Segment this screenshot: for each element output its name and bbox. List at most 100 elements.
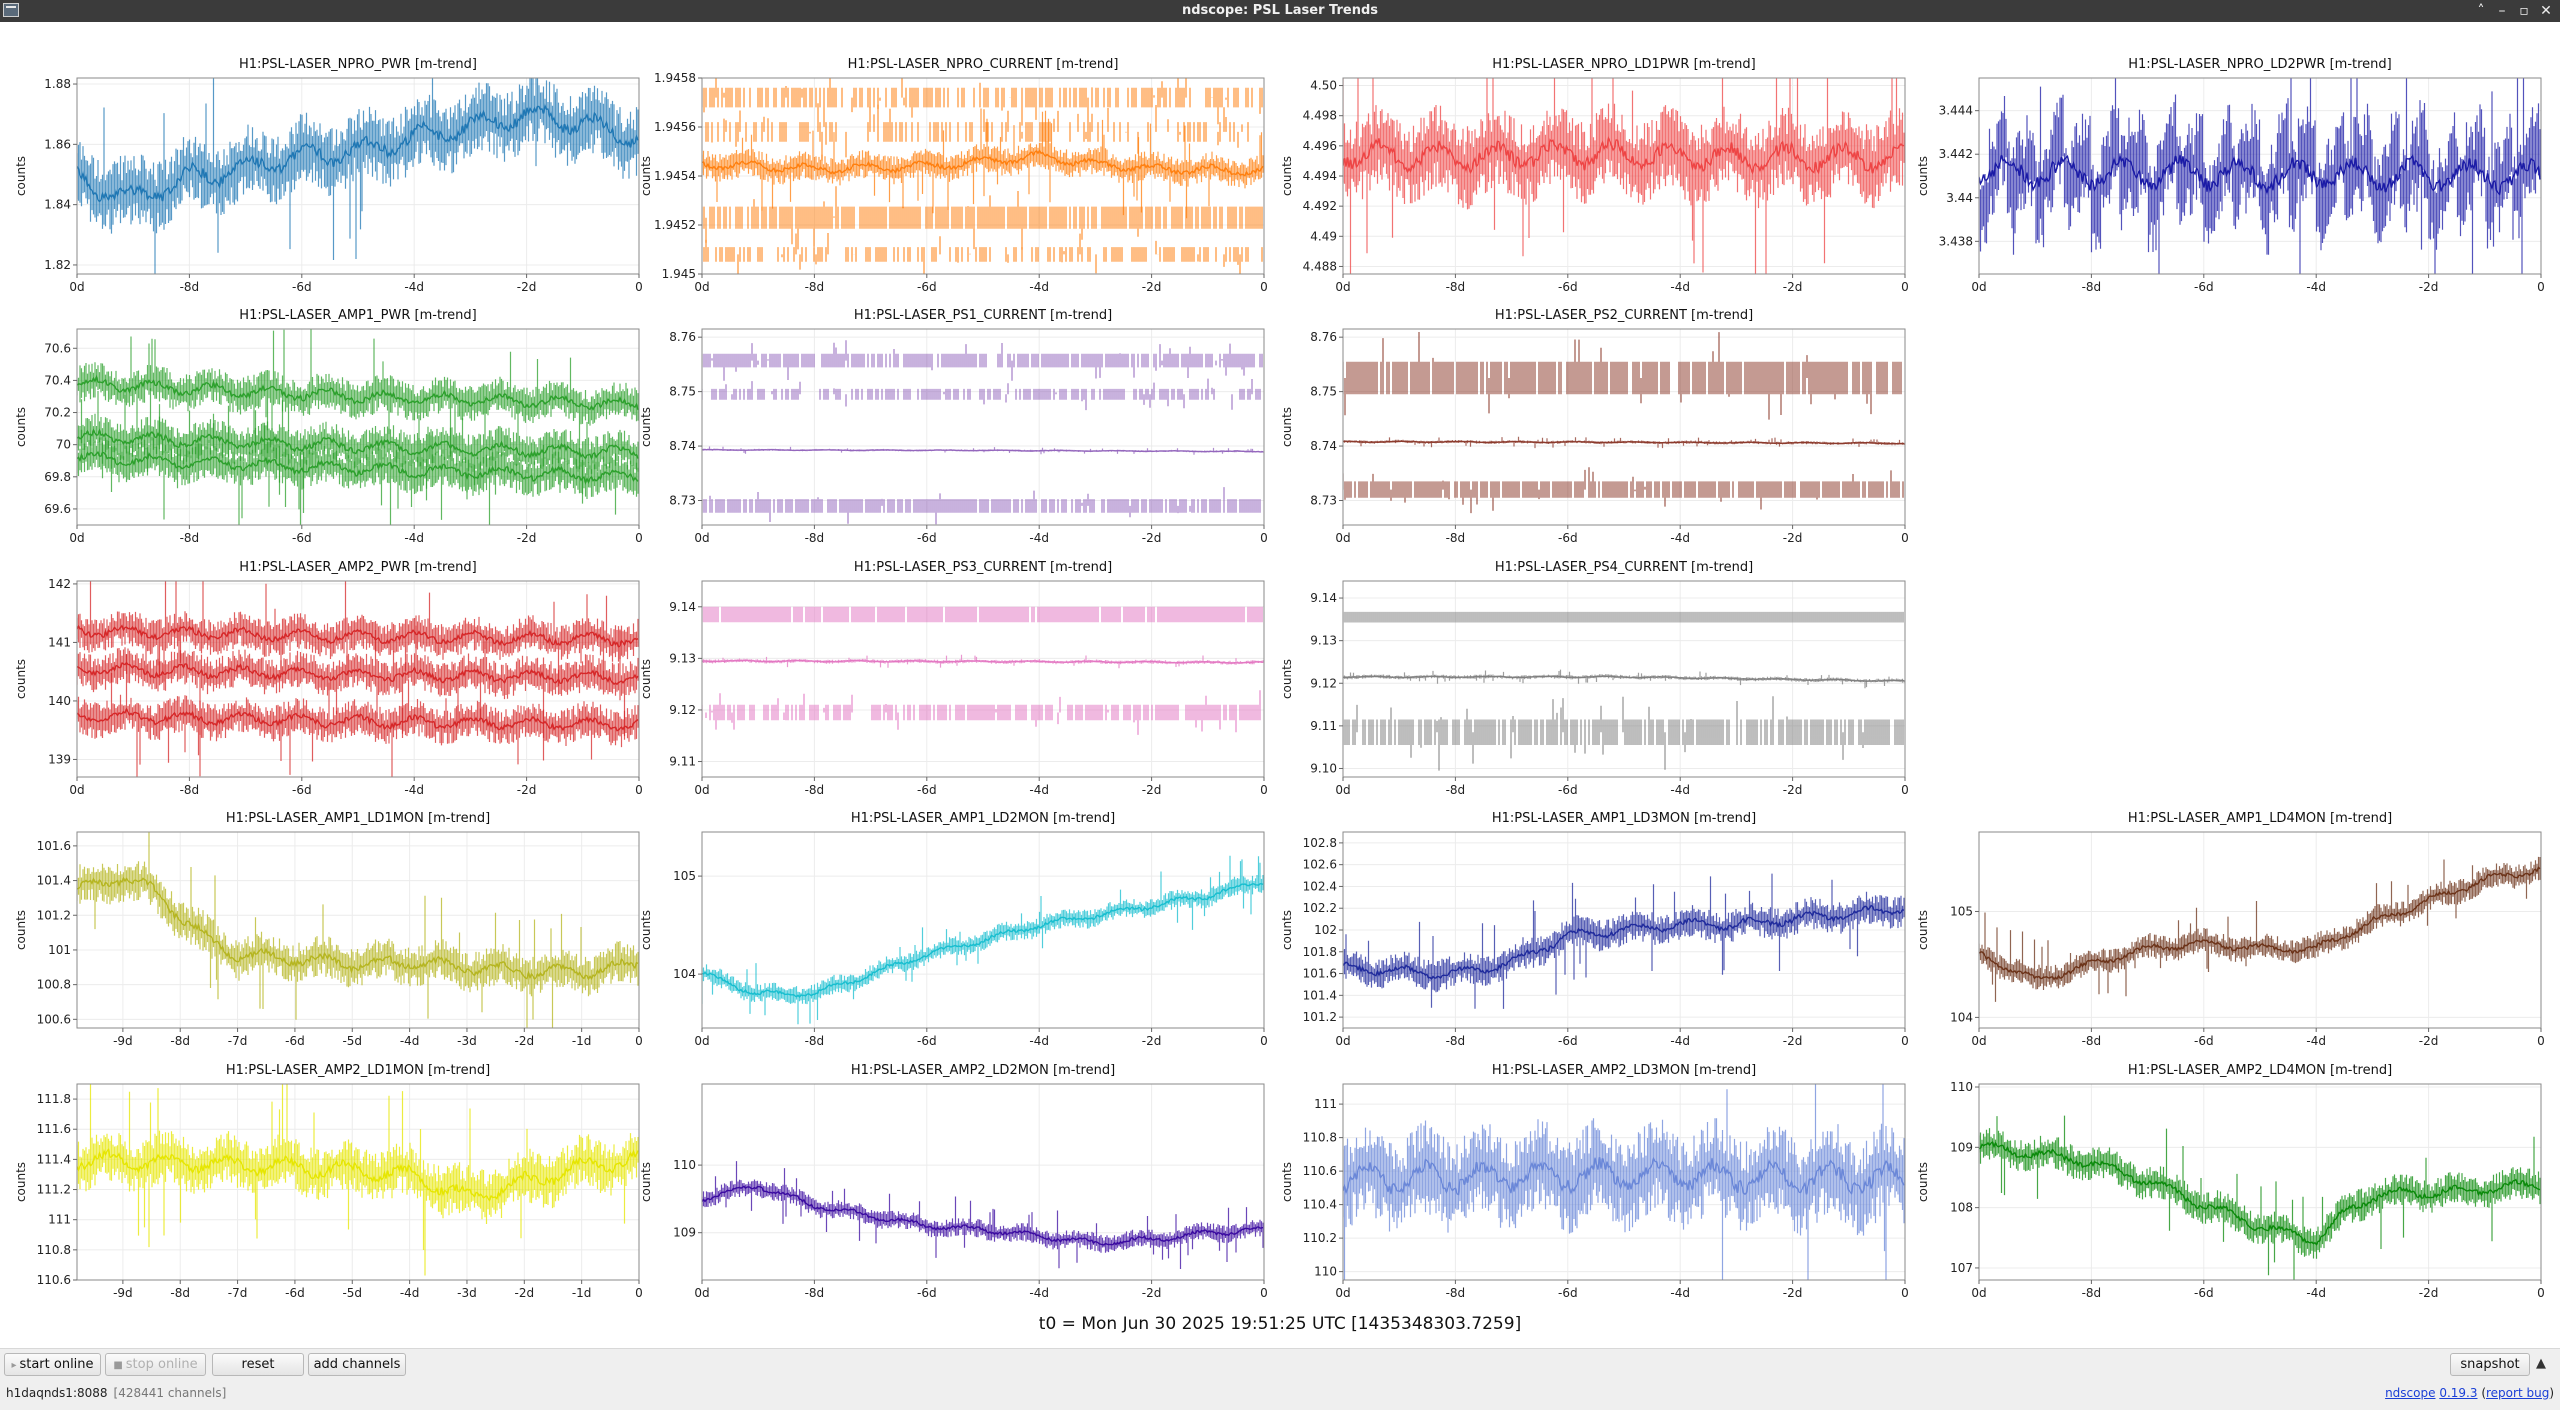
plot-1[interactable]: H1:PSL-LASER_NPRO_CURRENT [m-trend] 1.945…: [627, 53, 1269, 299]
y-tick-label: 110.8: [1303, 1131, 1337, 1145]
plot-data: [77, 832, 639, 1028]
report-bug-link[interactable]: report bug: [2486, 1386, 2550, 1400]
x-tick-label: -6d: [917, 280, 937, 294]
y-tick-label: 8.73: [669, 494, 696, 508]
x-tick-label: -4d: [2306, 1034, 2326, 1048]
x-tick-label: -2d: [1142, 1286, 1162, 1300]
plot-3[interactable]: H1:PSL-LASER_NPRO_LD2PWR [m-trend] 3.438 3…: [1904, 53, 2546, 299]
x-tick-label: -6d: [292, 783, 312, 797]
x-tick-label: -6d: [285, 1034, 305, 1048]
y-tick-label: 141: [48, 635, 71, 649]
y-tick-label: 4.50: [1310, 79, 1337, 93]
plot-15[interactable]: H1:PSL-LASER_AMP2_LD2MON [m-trend] 109 110…: [627, 1059, 1269, 1305]
y-tick-label: 69.6: [44, 502, 71, 516]
plot-data: [77, 329, 639, 525]
app-name-link[interactable]: ndscope: [2385, 1386, 2436, 1400]
x-tick-label: -5d: [342, 1286, 362, 1300]
trace-line: [77, 707, 639, 732]
plot-2[interactable]: H1:PSL-LASER_NPRO_LD1PWR [m-trend] 4.488 4…: [1268, 53, 1910, 299]
x-tick-label: -8d: [1446, 1286, 1466, 1300]
expand-panel-icon[interactable]: ▲: [2536, 1356, 2546, 1371]
x-tick-label: 0d: [694, 783, 709, 797]
y-tick-label: 4.494: [1303, 169, 1337, 183]
trace-line: [1343, 1156, 1905, 1196]
plot-title: H1:PSL-LASER_AMP1_LD1MON [m-trend]: [226, 811, 490, 826]
data-level-band: [702, 487, 1261, 525]
plot-13[interactable]: H1:PSL-LASER_AMP1_LD4MON [m-trend] 104 105…: [1904, 807, 2546, 1053]
reset-button[interactable]: reset: [212, 1353, 304, 1376]
plot-6[interactable]: H1:PSL-LASER_PS2_CURRENT [m-trend] 8.73 8.…: [1268, 304, 1910, 550]
plot-grid[interactable]: H1:PSL-LASER_NPRO_PWR [m-trend] 1.82 1.84 1…: [0, 22, 2560, 1302]
plot-5[interactable]: H1:PSL-LASER_PS1_CURRENT [m-trend] 8.73 8.…: [627, 304, 1269, 550]
y-axis-label: counts: [14, 407, 28, 447]
close-icon[interactable]: ✕: [2540, 3, 2552, 19]
bottom-toolbar: ▸ start online ■ stop online reset add cha…: [0, 1348, 2560, 1410]
y-axis-label: counts: [1916, 910, 1930, 950]
x-tick-label: 0d: [69, 280, 84, 294]
y-axis-label: counts: [639, 156, 653, 196]
x-tick-label: -6d: [1558, 280, 1578, 294]
y-tick-label: 111: [1314, 1097, 1337, 1111]
x-tick-label: 0: [1260, 1034, 1268, 1048]
plot-4[interactable]: H1:PSL-LASER_AMP1_PWR [m-trend] 69.6 69.8 7…: [2, 304, 644, 550]
data-level-band: [1343, 611, 1904, 623]
x-tick-label: -3d: [457, 1286, 477, 1300]
y-axis-label: counts: [14, 156, 28, 196]
plot-12[interactable]: H1:PSL-LASER_AMP1_LD3MON [m-trend] 101.2 1…: [1268, 807, 1910, 1053]
plot-9[interactable]: H1:PSL-LASER_PS4_CURRENT [m-trend] 9.10 9.…: [1268, 556, 1910, 802]
x-tick-label: -2d: [1783, 1034, 1803, 1048]
x-tick-label: 0: [635, 280, 643, 294]
minimize-icon[interactable]: –: [2498, 3, 2506, 19]
maximize-icon[interactable]: ▫: [2519, 3, 2529, 19]
y-tick-label: 102.6: [1303, 858, 1337, 872]
plot-16[interactable]: H1:PSL-LASER_AMP2_LD3MON [m-trend] 110 110…: [1268, 1059, 1910, 1305]
y-tick-label: 9.13: [1310, 634, 1337, 648]
x-tick-label: -8d: [2082, 280, 2102, 294]
x-tick-label: -8d: [1446, 1034, 1466, 1048]
axes-frame: [1342, 580, 1906, 778]
shade-window-icon[interactable]: ˄: [2477, 3, 2485, 19]
trace-envelope: [77, 832, 639, 1028]
x-tick-label: 0: [2537, 1286, 2545, 1300]
plot-11[interactable]: H1:PSL-LASER_AMP1_LD2MON [m-trend] 104 105…: [627, 807, 1269, 1053]
y-tick-label: 4.488: [1303, 259, 1337, 273]
y-tick-label: 9.12: [1310, 676, 1337, 690]
axes-frame: [76, 580, 640, 778]
plot-data: [1343, 1084, 1905, 1280]
play-icon: ▸: [11, 1360, 17, 1371]
x-tick-label: 0d: [69, 531, 84, 545]
x-tick-label: -2d: [515, 1034, 535, 1048]
axes-frame: [76, 1083, 640, 1281]
add-channels-button[interactable]: add channels: [308, 1353, 406, 1376]
x-tick-label: 0: [1260, 1286, 1268, 1300]
x-tick-label: -8d: [180, 280, 200, 294]
plot-8[interactable]: H1:PSL-LASER_PS3_CURRENT [m-trend] 9.11 9.…: [627, 556, 1269, 802]
y-tick-label: 1.88: [44, 77, 71, 91]
plot-data: [1343, 78, 1905, 274]
y-axis-label: counts: [1280, 1162, 1294, 1202]
x-tick-label: -6d: [292, 280, 312, 294]
snapshot-button[interactable]: snapshot: [2450, 1353, 2530, 1376]
trace-line: [1343, 675, 1905, 683]
x-tick-label: -4d: [1029, 1286, 1049, 1300]
x-tick-label: -6d: [1558, 1034, 1578, 1048]
app-icon[interactable]: [3, 3, 19, 17]
y-tick-label: 105: [673, 869, 696, 883]
stop-online-label: stop online: [125, 1357, 198, 1372]
start-online-button[interactable]: ▸ start online: [4, 1353, 101, 1376]
plot-14[interactable]: H1:PSL-LASER_AMP2_LD1MON [m-trend] 110.6 1…: [2, 1059, 644, 1305]
plot-0[interactable]: H1:PSL-LASER_NPRO_PWR [m-trend] 1.82 1.84 1…: [2, 53, 644, 299]
plot-10[interactable]: H1:PSL-LASER_AMP1_LD1MON [m-trend] 100.6 1…: [2, 807, 644, 1053]
x-tick-label: 0: [1901, 1286, 1909, 1300]
y-tick-label: 9.10: [1310, 761, 1337, 775]
trace-line: [77, 624, 639, 648]
x-tick-label: -8d: [1446, 280, 1466, 294]
x-tick-label: -8d: [170, 1286, 190, 1300]
y-axis-label: counts: [14, 1162, 28, 1202]
x-tick-label: -6d: [2194, 1034, 2214, 1048]
axes-frame: [701, 328, 1265, 526]
version-link[interactable]: 0.19.3: [2439, 1386, 2478, 1400]
x-tick-label: -2d: [1783, 531, 1803, 545]
plot-7[interactable]: H1:PSL-LASER_AMP2_PWR [m-trend] 139 140 141…: [2, 556, 644, 802]
plot-17[interactable]: H1:PSL-LASER_AMP2_LD4MON [m-trend] 107 108…: [1904, 1059, 2546, 1305]
